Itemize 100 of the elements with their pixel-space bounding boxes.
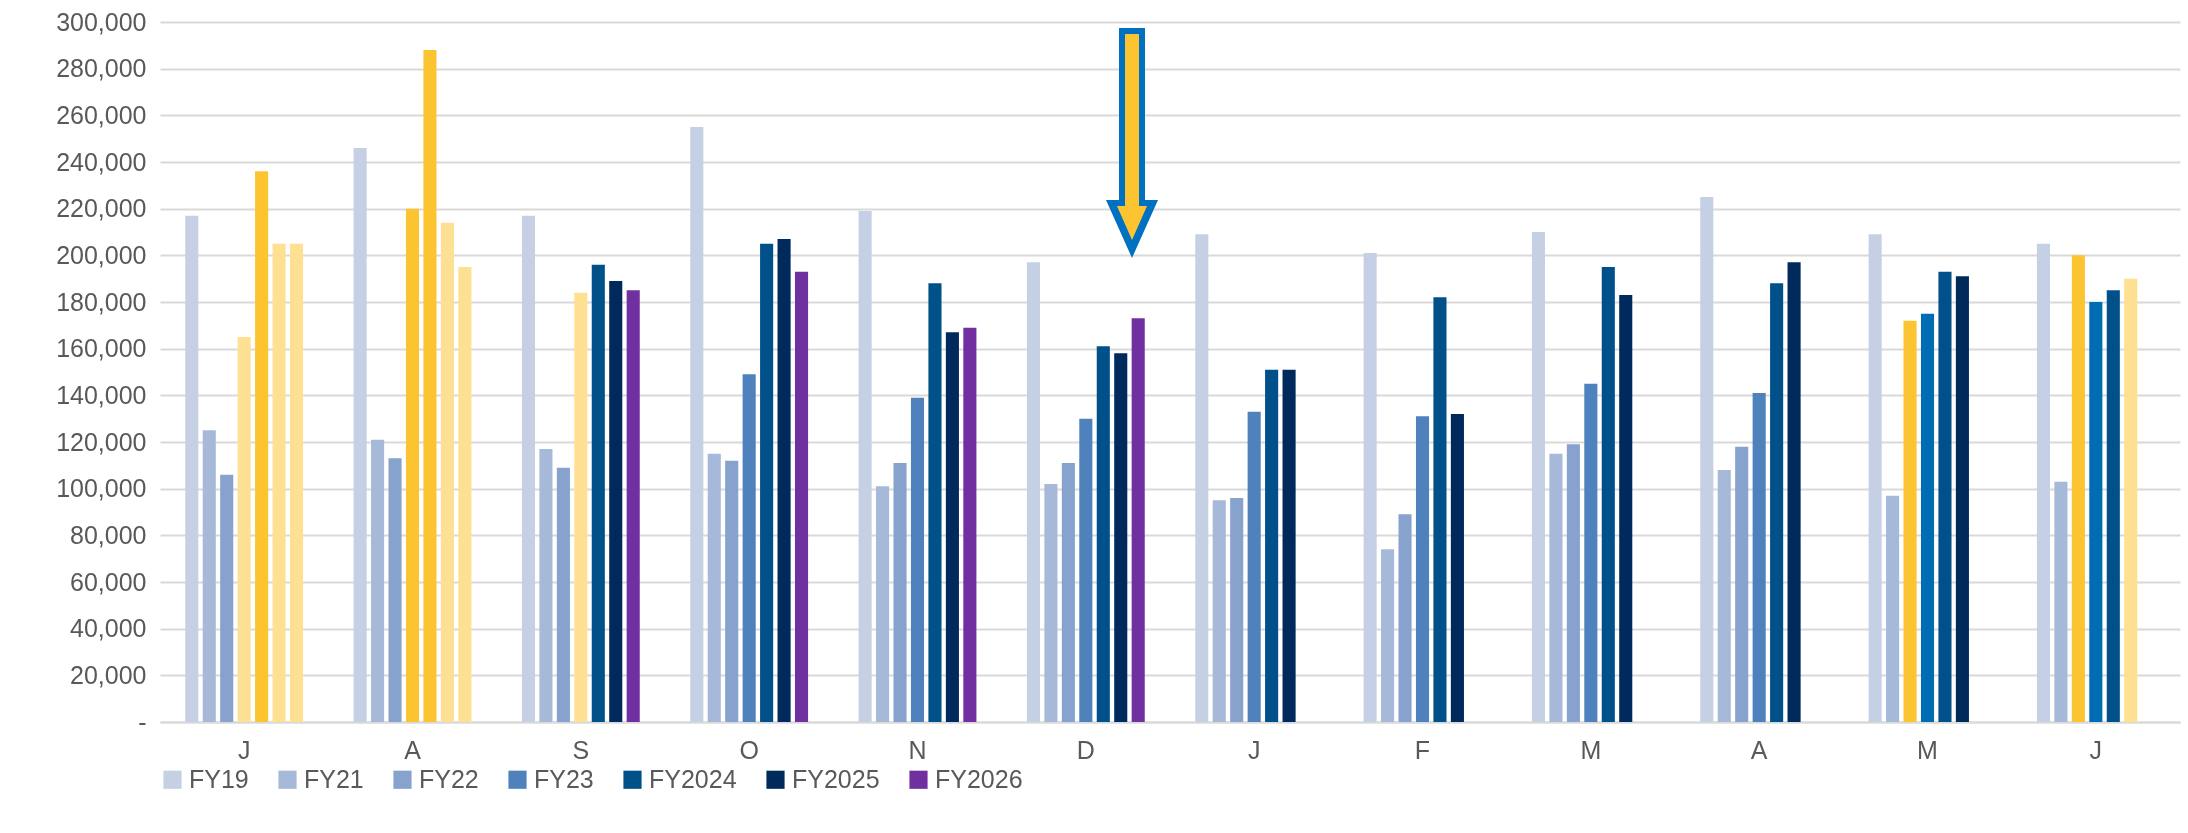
bar — [1717, 470, 1731, 722]
bar — [1566, 444, 1580, 722]
x-tick-label: J — [237, 735, 251, 764]
bar — [371, 439, 385, 722]
bar — [1531, 232, 1546, 722]
bar — [185, 215, 199, 722]
bar — [1955, 276, 1969, 722]
x-tick-label: F — [1414, 735, 1431, 764]
bar — [910, 397, 925, 722]
bar — [1938, 271, 1952, 722]
bar — [1920, 313, 1935, 722]
y-tick-label: 60,000 — [70, 567, 147, 596]
bar — [1096, 346, 1110, 722]
y-tick-label: 100,000 — [56, 474, 147, 503]
bar — [289, 243, 304, 722]
bar — [2036, 243, 2051, 722]
bar — [1433, 297, 1447, 722]
y-tick-label: 120,000 — [56, 427, 147, 456]
bar — [1131, 318, 1145, 722]
bar — [574, 292, 588, 722]
x-tick-label: A — [404, 735, 422, 764]
y-tick-label: - — [138, 707, 147, 736]
bar — [1363, 253, 1377, 722]
bar — [858, 211, 872, 722]
bar — [272, 243, 286, 722]
bar — [1868, 234, 1882, 722]
bar — [1282, 369, 1296, 722]
x-tick-label: M — [1917, 735, 1938, 764]
y-tick-label: 140,000 — [56, 380, 147, 409]
bar — [1195, 234, 1209, 722]
bar — [1619, 295, 1633, 722]
bar — [1247, 411, 1261, 722]
bar — [945, 332, 959, 722]
bar — [725, 460, 739, 722]
bar — [1381, 549, 1395, 722]
x-tick-label: A — [1750, 735, 1768, 764]
x-tick-label: J — [2089, 735, 2103, 764]
x-tick-label: N — [908, 735, 927, 764]
bar — [1752, 393, 1766, 722]
bar — [1787, 262, 1801, 722]
bar — [626, 290, 640, 722]
legend-label: FY2025 — [792, 764, 880, 793]
y-tick-label: 260,000 — [56, 100, 147, 129]
bar — [963, 327, 977, 722]
y-tick-label: 40,000 — [70, 614, 147, 643]
bar — [1415, 416, 1430, 722]
bar — [2054, 481, 2068, 722]
x-tick-label: J — [1247, 735, 1261, 764]
bar — [202, 430, 216, 722]
bar — [1114, 353, 1128, 722]
bar — [1044, 484, 1058, 722]
bar — [1770, 283, 1784, 722]
x-tick-label: O — [739, 735, 759, 764]
y-tick-label: 180,000 — [56, 287, 147, 316]
bar — [609, 281, 623, 722]
legend-label: FY23 — [534, 764, 594, 793]
bar — [591, 264, 605, 722]
bar — [1886, 495, 1900, 722]
bar — [707, 453, 721, 722]
bar — [794, 271, 809, 722]
bar — [237, 337, 251, 722]
bar — [440, 222, 454, 722]
bar — [521, 215, 536, 722]
bar — [353, 148, 367, 722]
bar — [760, 243, 774, 722]
x-tick-label: S — [572, 735, 590, 764]
x-tick-label: M — [1580, 735, 1602, 764]
y-tick-label: 280,000 — [56, 54, 147, 83]
bar — [1265, 369, 1279, 722]
bar — [1700, 197, 1714, 722]
bar — [1735, 446, 1749, 722]
bar — [2089, 302, 2103, 722]
bar — [1230, 498, 1244, 722]
bar — [2124, 278, 2138, 722]
y-tick-label: 300,000 — [56, 7, 147, 36]
bar — [458, 267, 472, 722]
bar — [405, 208, 420, 722]
bar — [556, 467, 570, 722]
bar — [539, 449, 553, 722]
bar — [777, 239, 791, 722]
bar — [1601, 267, 1615, 722]
bar — [423, 50, 437, 722]
bar — [1061, 463, 1075, 722]
bar — [1450, 414, 1464, 722]
y-tick-label: 20,000 — [70, 660, 147, 689]
legend-label: FY2026 — [935, 764, 1023, 793]
bar — [1398, 514, 1412, 722]
y-tick-label: 160,000 — [56, 334, 147, 363]
bar — [388, 458, 402, 722]
legend-label: FY21 — [304, 764, 364, 793]
y-tick-label: 240,000 — [56, 147, 147, 176]
y-tick-label: 80,000 — [70, 520, 147, 549]
legend-label: FY2024 — [649, 764, 737, 793]
legend-label: FY22 — [419, 764, 479, 793]
bar — [255, 171, 269, 722]
bar — [928, 283, 942, 722]
bar — [2106, 290, 2120, 722]
bar — [690, 127, 704, 722]
bar — [742, 374, 756, 722]
bar — [1549, 453, 1563, 722]
